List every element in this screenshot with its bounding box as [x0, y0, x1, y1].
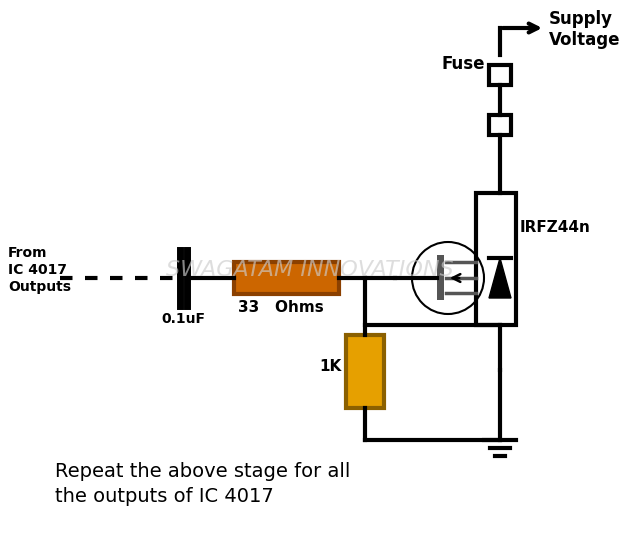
Text: 0.1uF: 0.1uF: [161, 312, 205, 326]
Bar: [476, 193, 516, 325]
Bar: [346, 335, 384, 408]
Bar: [437, 255, 444, 300]
Text: SWAGATAM INNOVATIONS: SWAGATAM INNOVATIONS: [166, 260, 454, 280]
Text: From
IC 4017
Outputs: From IC 4017 Outputs: [8, 246, 71, 294]
Text: Repeat the above stage for all
the outputs of IC 4017: Repeat the above stage for all the outpu…: [55, 462, 350, 506]
Text: Supply
Voltage: Supply Voltage: [549, 10, 621, 49]
Bar: [489, 65, 511, 85]
Bar: [489, 115, 511, 135]
Polygon shape: [489, 258, 511, 298]
Text: 33   Ohms: 33 Ohms: [237, 300, 323, 315]
Text: 1K: 1K: [320, 359, 342, 374]
Text: IRFZ44n: IRFZ44n: [520, 220, 591, 235]
Text: Fuse: Fuse: [442, 55, 485, 73]
Bar: [234, 262, 339, 294]
